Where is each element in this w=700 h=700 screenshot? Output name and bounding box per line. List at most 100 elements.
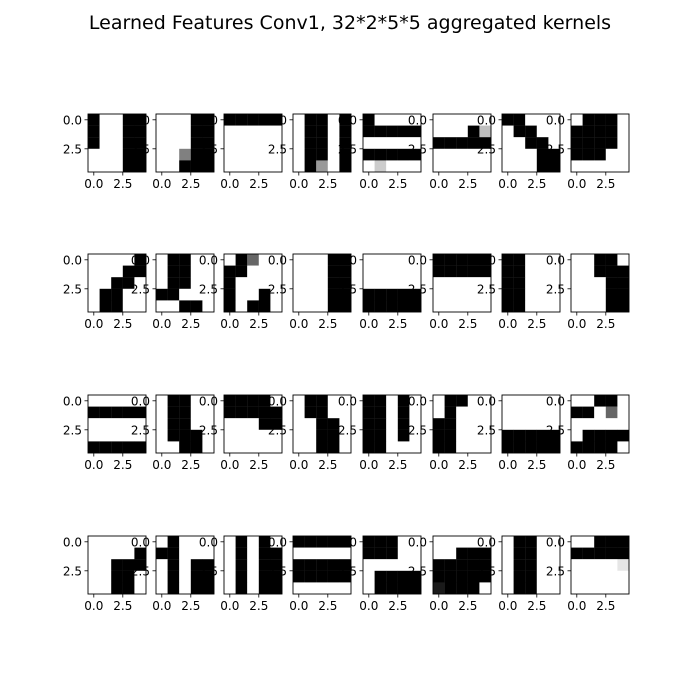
kernel-cell xyxy=(525,277,537,289)
kernel-cell xyxy=(409,406,422,419)
kernel-cell xyxy=(247,254,259,266)
kernel-cell xyxy=(582,582,595,595)
kernel-cell xyxy=(99,277,112,289)
x-tick-label: 0.0 xyxy=(359,177,378,191)
kernel-cell xyxy=(456,137,468,149)
kernel-cell xyxy=(304,406,317,419)
kernel-cell xyxy=(167,547,180,560)
kernel-cell xyxy=(444,559,457,571)
kernel-cell xyxy=(397,265,410,278)
x-tick-label: 2.5 xyxy=(113,458,132,472)
kernel-cell xyxy=(467,570,480,583)
kernel-cell xyxy=(536,148,549,161)
kernel-cell xyxy=(363,137,375,149)
kernel-cell xyxy=(374,148,387,161)
panel-frame xyxy=(570,535,630,595)
kernel-cell xyxy=(479,570,492,583)
kernel-cell xyxy=(247,441,259,454)
panel-frame xyxy=(87,113,147,173)
kernel-cell xyxy=(409,265,422,278)
y-tick-label: 0.0 xyxy=(131,394,150,408)
kernel-panel: 0.0 2.5 0.0 2.5 xyxy=(63,535,147,613)
kernel-cell xyxy=(444,254,457,266)
kernel-cell xyxy=(536,582,549,595)
kernel-cell xyxy=(270,429,283,442)
kernel-cell xyxy=(327,429,340,442)
kernel-cell xyxy=(293,395,305,407)
kernel-cell xyxy=(605,148,618,161)
kernel-cell xyxy=(409,148,422,161)
kernel-cell xyxy=(594,125,606,138)
kernel-cell xyxy=(536,536,549,548)
kernel-cell xyxy=(122,582,135,595)
kernel-cell xyxy=(363,559,375,571)
kernel-cell xyxy=(525,441,537,454)
kernel-cell xyxy=(304,137,317,149)
x-tick-label: 2.5 xyxy=(458,599,477,613)
kernel-cell xyxy=(582,429,595,442)
kernel-cell xyxy=(525,395,537,407)
kernel-cell xyxy=(548,536,561,548)
kernel-cell xyxy=(467,547,480,560)
kernel-cell xyxy=(134,418,147,430)
kernel-cell xyxy=(536,114,549,126)
kernel-cell xyxy=(582,137,595,149)
kernel-cell xyxy=(536,277,549,289)
kernel-cell xyxy=(293,148,305,161)
kernel-cell xyxy=(190,559,203,571)
kernel-cell xyxy=(88,114,100,126)
kernel-cell xyxy=(316,406,328,419)
kernel-cell xyxy=(605,137,618,149)
kernel-cell xyxy=(502,160,514,173)
kernel-cell xyxy=(513,570,526,583)
x-tick-label: 0.0 xyxy=(567,177,586,191)
kernel-cell xyxy=(397,536,410,548)
x-tick-label: 2.5 xyxy=(388,458,407,472)
kernel-cell xyxy=(444,429,457,442)
kernel-cell xyxy=(316,395,328,407)
x-tick-label: 0.0 xyxy=(152,458,171,472)
kernel-cell xyxy=(293,547,305,560)
kernel-cell xyxy=(88,395,100,407)
kernel-cell xyxy=(134,254,147,266)
x-tick-label: 0.0 xyxy=(84,599,103,613)
kernel-cell xyxy=(134,265,147,278)
kernel-cell xyxy=(594,254,606,266)
kernel-cell xyxy=(122,395,135,407)
kernel-cell xyxy=(409,395,422,407)
kernel-cell xyxy=(397,570,410,583)
kernel-cell xyxy=(594,582,606,595)
x-tick-label: 2.5 xyxy=(181,458,200,472)
x-tick-label: 0.0 xyxy=(567,317,586,331)
kernel-cell xyxy=(156,160,168,173)
kernel-cell xyxy=(397,441,410,454)
kernel-cell xyxy=(397,395,410,407)
kernel-cell xyxy=(363,582,375,595)
kernel-panel: 0.0 2.5 0.0 2.5 xyxy=(268,535,352,613)
kernel-cell xyxy=(316,582,328,595)
kernel-cell xyxy=(339,429,352,442)
kernel-cell xyxy=(605,288,618,301)
kernel-cell xyxy=(536,125,549,138)
kernel-cell xyxy=(502,254,514,266)
x-tick-label: 0.0 xyxy=(498,458,517,472)
kernel-cell xyxy=(134,137,147,149)
kernel-cell xyxy=(444,125,457,138)
kernel-cell xyxy=(304,536,317,548)
kernel-cell xyxy=(224,148,236,161)
kernel-cell xyxy=(479,559,492,571)
kernel-cell xyxy=(433,406,445,419)
kernel-cell xyxy=(134,547,147,560)
kernel-cell xyxy=(99,582,112,595)
kernel-cell xyxy=(536,418,549,430)
kernel-cell xyxy=(179,254,191,266)
y-tick-label: 0.0 xyxy=(131,253,150,267)
y-tick-label: 2.5 xyxy=(338,564,357,578)
kernel-cell xyxy=(339,395,352,407)
kernel-cell xyxy=(293,559,305,571)
x-tick-label: 0.0 xyxy=(359,317,378,331)
kernel-cell xyxy=(605,536,618,548)
kernel-cell xyxy=(536,160,549,173)
kernel-cell xyxy=(167,148,180,161)
x-tick-label: 2.5 xyxy=(596,177,615,191)
